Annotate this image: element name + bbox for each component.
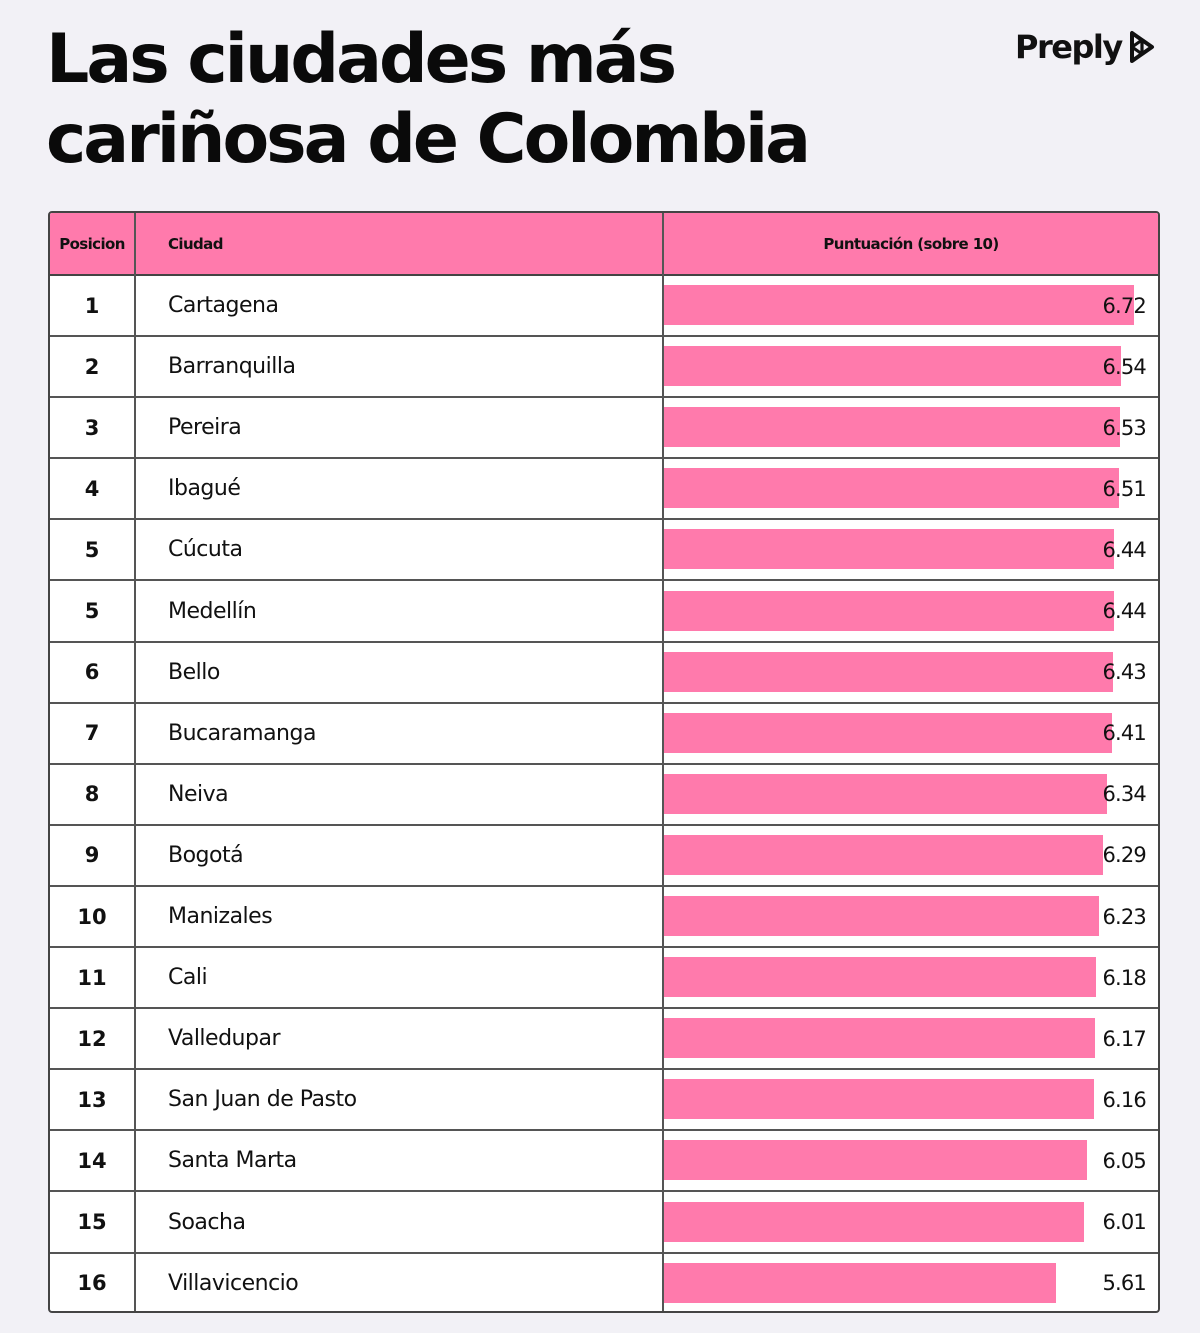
row-position: 15	[77, 1210, 107, 1234]
row-position: 16	[77, 1271, 107, 1296]
table-row: 2 Barranquilla 6.54	[50, 337, 1158, 399]
table-row: 14 Santa Marta 6.05	[50, 1131, 1158, 1193]
score-bar	[664, 1140, 1087, 1181]
score-bar	[664, 1079, 1094, 1120]
title-line-2: cariñosa de Colombia	[46, 100, 811, 179]
score-bar	[664, 712, 1112, 753]
row-city-label: Soacha	[168, 1209, 246, 1235]
table-row: 4 Ibagué 6.51	[50, 459, 1158, 521]
table-row: 13 San Juan de Pasto 6.16	[50, 1070, 1158, 1132]
table-row: 7 Bucaramanga 6.41	[50, 704, 1158, 765]
table-row: 5 Medellín 6.44	[50, 582, 1158, 643]
row-city-label: Cúcuta	[168, 537, 243, 563]
row-city-label: Santa Marta	[168, 1148, 297, 1174]
table-row: 12 Valledupar 6.17	[50, 1009, 1158, 1071]
score-value-label: 6.51	[1102, 476, 1146, 501]
score-value-label: 6.05	[1102, 1148, 1146, 1173]
row-position: 14	[77, 1148, 107, 1173]
table-row: 8 Neiva 6.34	[50, 765, 1158, 826]
score-value-label: 6.43	[1102, 660, 1146, 685]
table-row: 16 Villavicencio 5.61	[50, 1254, 1158, 1311]
score-bar	[664, 407, 1120, 448]
row-city-label: Cali	[168, 965, 208, 991]
row-position: 11	[77, 965, 107, 990]
row-city-label: Bogotá	[168, 842, 244, 868]
score-value-label: 5.61	[1102, 1271, 1146, 1296]
row-position: 12	[77, 1026, 107, 1051]
score-value-label: 6.17	[1102, 1026, 1146, 1051]
column-divider	[134, 213, 136, 1311]
row-position: 10	[77, 904, 107, 929]
row-position: 5	[84, 537, 100, 562]
row-position: 7	[84, 721, 100, 746]
score-bar	[664, 834, 1103, 875]
score-value-label: 6.44	[1102, 537, 1146, 562]
title-line-1: Las ciudades más	[46, 20, 677, 99]
row-position: 4	[84, 476, 100, 501]
header-position: Posicion	[59, 234, 125, 253]
row-city-label: Neiva	[168, 781, 229, 807]
score-bar	[664, 896, 1099, 936]
score-bar	[664, 1018, 1095, 1059]
table-row: 10 Manizales 6.23	[50, 887, 1158, 949]
row-city-label: Pereira	[168, 415, 242, 441]
row-city-label: San Juan de Pasto	[168, 1087, 357, 1113]
row-city-label: Bucaramanga	[168, 720, 316, 746]
row-position: 9	[84, 843, 100, 868]
table-row: 15 Soacha 6.01	[50, 1193, 1158, 1254]
score-bar	[664, 1262, 1056, 1303]
page-title: Las ciudades más cariñosa de Colombia	[46, 20, 811, 180]
row-city-label: Medellín	[168, 598, 257, 624]
row-city-label: Cartagena	[168, 293, 279, 318]
row-position: 3	[84, 415, 100, 440]
score-bar	[664, 957, 1096, 998]
table-row: 6 Bello 6.43	[50, 643, 1158, 704]
brand-logo: Preply	[1015, 24, 1158, 70]
score-value-label: 6.54	[1102, 354, 1146, 379]
row-city-label: Barranquilla	[168, 354, 296, 380]
row-city-label: Manizales	[168, 904, 273, 929]
row-position: 5	[84, 599, 100, 623]
score-value-label: 6.16	[1102, 1087, 1146, 1112]
score-bar	[664, 651, 1113, 692]
column-divider	[662, 213, 664, 1311]
score-value-label: 6.23	[1102, 904, 1146, 929]
row-position: 6	[84, 660, 100, 685]
header-score: Puntuación (sobre 10)	[823, 234, 999, 253]
row-position: 2	[84, 354, 100, 379]
score-value-label: 6.18	[1102, 965, 1146, 990]
table-row: 11 Cali 6.18	[50, 948, 1158, 1010]
row-city-label: Valledupar	[168, 1026, 280, 1052]
score-bar	[664, 468, 1119, 509]
score-value-label: 6.29	[1102, 843, 1146, 868]
score-value-label: 6.34	[1102, 782, 1146, 807]
score-value-label: 6.44	[1102, 599, 1146, 623]
score-bar	[664, 590, 1114, 631]
row-city-label: Ibagué	[168, 476, 241, 502]
ranking-table: Posicion Ciudad Puntuación (sobre 10) 1 C…	[48, 211, 1160, 1313]
table-row: 3 Pereira 6.53	[50, 398, 1158, 460]
row-position: 1	[84, 293, 100, 318]
brand-name: Preply	[1015, 28, 1123, 66]
score-bar	[664, 346, 1121, 387]
score-value-label: 6.72	[1102, 293, 1146, 318]
table-header: Posicion Ciudad Puntuación (sobre 10)	[50, 213, 1158, 276]
score-bar	[664, 285, 1134, 325]
table-row: 9 Bogotá 6.29	[50, 826, 1158, 887]
row-city-label: Bello	[168, 659, 220, 685]
score-bar	[664, 1201, 1084, 1242]
score-value-label: 6.41	[1102, 721, 1146, 746]
row-city-label: Villavicencio	[168, 1270, 299, 1296]
score-bar	[664, 529, 1114, 570]
score-value-label: 6.01	[1102, 1210, 1146, 1234]
score-bar	[664, 773, 1107, 814]
row-position: 8	[84, 782, 100, 807]
header-city: Ciudad	[168, 234, 223, 253]
score-value-label: 6.53	[1102, 415, 1146, 440]
table-row: 5 Cúcuta 6.44	[50, 520, 1158, 582]
preply-logo-icon	[1129, 31, 1154, 63]
row-position: 13	[77, 1087, 107, 1112]
table-row: 1 Cartagena 6.72	[50, 276, 1158, 338]
